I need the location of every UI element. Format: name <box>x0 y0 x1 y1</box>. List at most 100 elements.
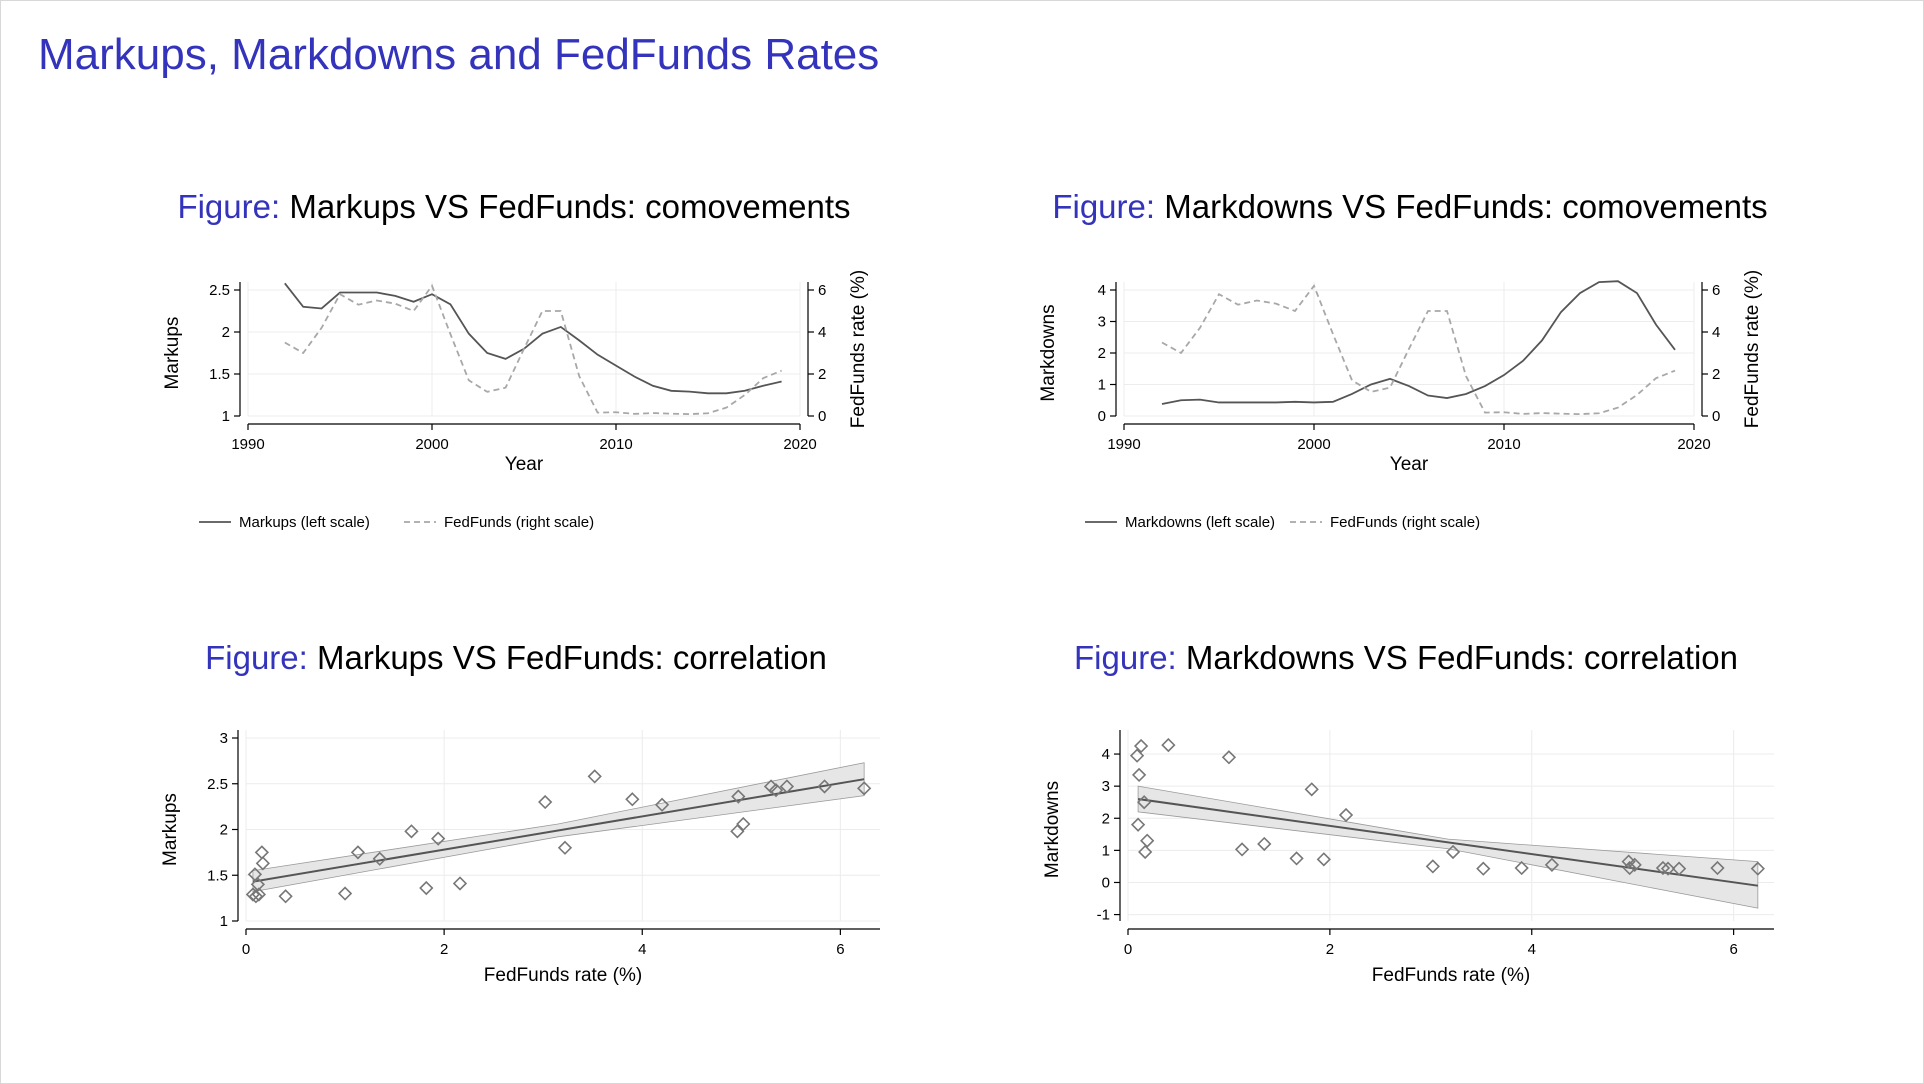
y-tick-label: 2 <box>220 822 228 839</box>
fit-line <box>1137 798 1758 887</box>
scatter-point <box>278 889 293 904</box>
scatter-point <box>1140 833 1155 848</box>
y-axis-title: Markdowns <box>1038 304 1059 401</box>
scatter-point <box>1544 857 1560 872</box>
x-tick-label: 2020 <box>783 436 816 453</box>
y2-axis-title: FedFunds rate (%) <box>1742 270 1763 428</box>
y-tick-label: 2.5 <box>209 282 230 299</box>
y-tick-label: 1 <box>220 913 228 930</box>
y-tick-label: 4 <box>1102 746 1110 763</box>
y2-tick-label: 2 <box>1712 366 1720 383</box>
x-tick-label: 2010 <box>1487 436 1520 453</box>
figure-caption: Markups VS FedFunds: comovements <box>289 188 851 225</box>
y-tick-label: 3 <box>1102 778 1110 795</box>
scatter-point <box>1622 860 1637 876</box>
scatter-point <box>251 887 267 902</box>
y-axis-title: Markups <box>162 317 183 390</box>
scatter-point <box>1627 857 1642 872</box>
scatter-point <box>248 889 264 904</box>
x-tick-label: 2020 <box>1677 436 1710 453</box>
x-tick-label: 2010 <box>599 436 632 453</box>
legend-label: FedFunds (right scale) <box>1330 514 1480 531</box>
figure-title-markups-correlation: Figure: Markups VS FedFunds: correlation <box>205 639 827 677</box>
scatter-point <box>404 824 419 839</box>
scatter-point <box>452 876 468 891</box>
scatter-point <box>1445 844 1461 860</box>
scatter-point <box>350 845 366 860</box>
scatter-point <box>1161 737 1176 753</box>
scatter-point <box>538 794 553 810</box>
figure-label: Figure: <box>1074 639 1177 676</box>
x-axis-title: FedFunds rate (%) <box>1372 965 1530 986</box>
y-tick-label: 2 <box>1098 345 1106 362</box>
y-tick-label: 0 <box>1102 874 1110 891</box>
x-tick-label: 2000 <box>415 436 448 453</box>
x-axis-title: FedFunds rate (%) <box>484 965 642 986</box>
series-line-left <box>284 282 782 395</box>
y-tick-label: 2.5 <box>207 776 228 793</box>
y-tick-label: 1 <box>1098 377 1106 394</box>
figure-title-markdowns-correlation: Figure: Markdowns VS FedFunds: correlati… <box>1074 639 1738 677</box>
scatter-point <box>557 840 573 855</box>
scatter-point <box>1660 861 1676 876</box>
scatter-point <box>1138 844 1153 860</box>
figure-label: Figure: <box>205 639 308 676</box>
figure-caption: Markups VS FedFunds: correlation <box>317 639 827 676</box>
x-axis-title: Year <box>1390 454 1429 475</box>
scatter-point <box>1131 767 1147 783</box>
x-tick-label: 4 <box>1528 941 1536 958</box>
scatter-point <box>587 769 602 784</box>
y2-tick-label: 6 <box>1712 282 1720 299</box>
y-tick-label: 1.5 <box>209 366 230 383</box>
scatter-point <box>250 877 266 892</box>
slide-title: Markups, Markdowns and FedFunds Rates <box>38 30 880 79</box>
scatter-point <box>730 824 745 839</box>
series-line-right <box>284 283 782 416</box>
y2-tick-label: 4 <box>1712 324 1720 341</box>
figure-title-markdowns-comovements: Figure: Markdowns VS FedFunds: comovemen… <box>1052 188 1767 226</box>
legend-label: FedFunds (right scale) <box>444 514 594 531</box>
y2-tick-label: 0 <box>818 408 826 425</box>
figure-label: Figure: <box>1052 188 1156 225</box>
scatter-point <box>431 831 446 846</box>
scatter-point <box>1137 795 1152 810</box>
x-axis-title: Year <box>505 454 544 475</box>
x-tick-label: 1990 <box>231 436 264 453</box>
scatter-point <box>817 779 832 794</box>
scatter-point <box>1671 861 1687 876</box>
scatter-point <box>254 845 269 860</box>
scatter-point <box>1425 859 1440 874</box>
scatter-point <box>1710 860 1725 876</box>
legend-label: Markdowns (left scale) <box>1125 514 1275 531</box>
x-tick-label: 4 <box>638 941 646 958</box>
y-axis-title: Markdowns <box>1042 781 1063 878</box>
fit-line <box>252 778 865 883</box>
x-tick-label: 6 <box>1729 941 1737 958</box>
x-tick-label: 6 <box>836 941 844 958</box>
series-line-left <box>1161 280 1676 405</box>
figure-title-markups-comovements: Figure: Markups VS FedFunds: comovements <box>177 188 850 226</box>
y-tick-label: 3 <box>1098 314 1106 331</box>
scatter-point <box>1621 854 1636 869</box>
scatter-point <box>419 880 434 896</box>
scatter-point <box>654 797 670 812</box>
figure-label: Figure: <box>177 188 281 225</box>
y2-tick-label: 0 <box>1712 408 1720 425</box>
scatter-point <box>857 781 872 796</box>
scatter-point <box>1234 842 1250 857</box>
figure-caption: Markdowns VS FedFunds: correlation <box>1185 639 1738 676</box>
y-tick-label: 0 <box>1098 408 1106 425</box>
figure-caption: Markdowns VS FedFunds: comovements <box>1164 188 1768 225</box>
series-line-right <box>1161 283 1676 416</box>
scatter-point <box>1129 748 1145 763</box>
y2-tick-label: 2 <box>818 366 826 383</box>
scatter-point <box>625 792 640 807</box>
y-tick-label: 4 <box>1098 282 1106 299</box>
scatter-point <box>1750 861 1765 876</box>
scatter-point <box>1289 851 1304 866</box>
y-tick-label: 2 <box>1102 810 1110 827</box>
scatter-point <box>1130 817 1146 832</box>
scatter-point <box>245 887 261 902</box>
scatter-point <box>731 789 746 804</box>
x-tick-label: 0 <box>242 941 250 958</box>
